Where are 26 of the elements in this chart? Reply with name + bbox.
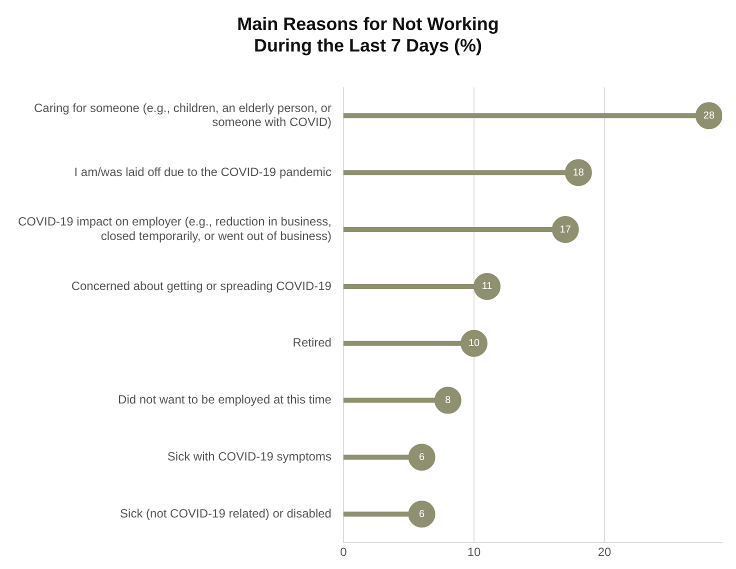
y-tick-label: Retired xyxy=(292,336,332,350)
y-tick-label: Sick (not COVID-19 related) or disabled xyxy=(120,506,332,520)
data-label: 6 xyxy=(419,452,426,463)
point xyxy=(434,386,462,414)
data-label: 6 xyxy=(419,508,426,520)
data-label: 18 xyxy=(572,167,584,178)
x-tick-label: 0 xyxy=(340,545,348,560)
data-label: 11 xyxy=(482,281,493,292)
data-label: 28 xyxy=(703,110,715,122)
data-label: 10 xyxy=(468,338,480,350)
y-tick-label: I am/was laid off due to the COVID-19 pandemic xyxy=(74,164,332,179)
y-tick-label: Did not want to be employed at this time xyxy=(118,392,332,407)
x-tick-label: 20 xyxy=(598,545,612,560)
point xyxy=(408,500,436,528)
chart-title: Main Reasons for Not Working During the Last 7 Days (%) xyxy=(237,14,499,56)
y-tick-label: Caring for someone (e.g., children, an elderly person, or someone with COVID) xyxy=(34,100,332,130)
y-tick-label: Sick with COVID-19 symptoms xyxy=(167,450,332,464)
y-tick-label: COVID-19 impact on employer (e.g., reduction in business, closed temporarily, or went out of business) xyxy=(18,214,332,244)
data-label: 8 xyxy=(445,395,452,406)
data-label: 17 xyxy=(560,224,572,236)
point xyxy=(552,216,579,244)
x-tick-label: 10 xyxy=(467,545,481,560)
point xyxy=(564,159,592,186)
point xyxy=(474,272,501,300)
point xyxy=(408,444,436,471)
y-tick-label: Concerned about getting or spreading COVID-19 xyxy=(71,278,332,293)
